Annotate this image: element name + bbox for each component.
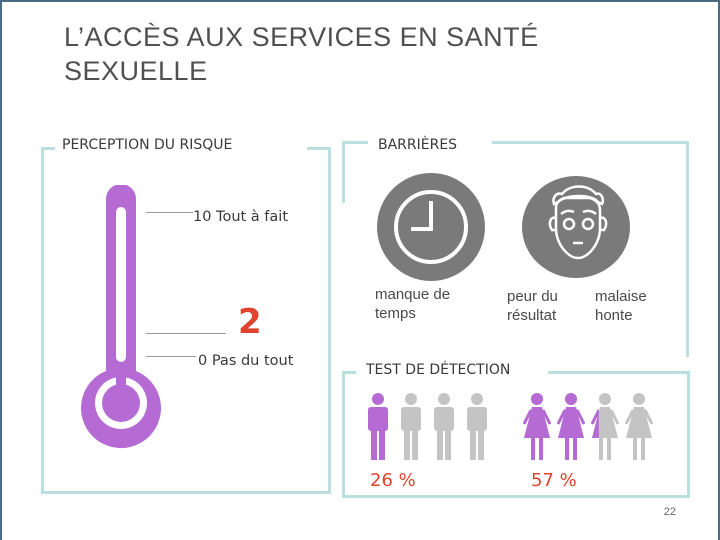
- testing-heading: TEST DE DÉTECTION: [366, 362, 511, 378]
- man-figure-0: [368, 393, 388, 460]
- barriers-heading: BARRIÈRES: [378, 137, 458, 153]
- man-figure-2: [434, 393, 454, 460]
- woman-figure-0: [522, 393, 552, 460]
- men-figures: [368, 393, 487, 460]
- woman-figure-2: [590, 393, 620, 460]
- scale-max-label: 10 Tout à fait: [193, 209, 289, 225]
- bottom-leader-line: [146, 356, 196, 357]
- barrier-label-fear: peur du résultat: [507, 288, 558, 324]
- scale-min-label: 0 Pas du tout: [198, 353, 294, 369]
- risk-value: 2: [238, 302, 262, 342]
- man-figure-1: [401, 393, 421, 460]
- man-figure-3: [467, 393, 487, 460]
- woman-figure-3: [624, 393, 654, 460]
- worried-face-icon: [522, 176, 630, 278]
- value-leader-line: [146, 333, 226, 334]
- men-test-percent: 26 %: [370, 470, 416, 491]
- thermometer-icon: [81, 185, 161, 449]
- barrier-label-time: manque de temps: [375, 286, 451, 322]
- clock-icon: [377, 173, 485, 281]
- slide-border-right: [718, 0, 720, 540]
- perception-heading: PERCEPTION DU RISQUE: [62, 137, 233, 153]
- woman-figure-1: [556, 393, 586, 460]
- slide-title: L’ACCÈS AUX SERVICES EN SANTÉ SEXUELLE: [64, 22, 539, 86]
- barrier-label-shame: malaise honte: [595, 288, 647, 324]
- women-test-percent: 57 %: [531, 470, 577, 491]
- top-leader-line: [146, 212, 193, 213]
- slide-border-left: [0, 0, 2, 540]
- page-number: 22: [663, 506, 676, 518]
- women-figures: [522, 393, 654, 460]
- slide-border-top: [0, 0, 720, 2]
